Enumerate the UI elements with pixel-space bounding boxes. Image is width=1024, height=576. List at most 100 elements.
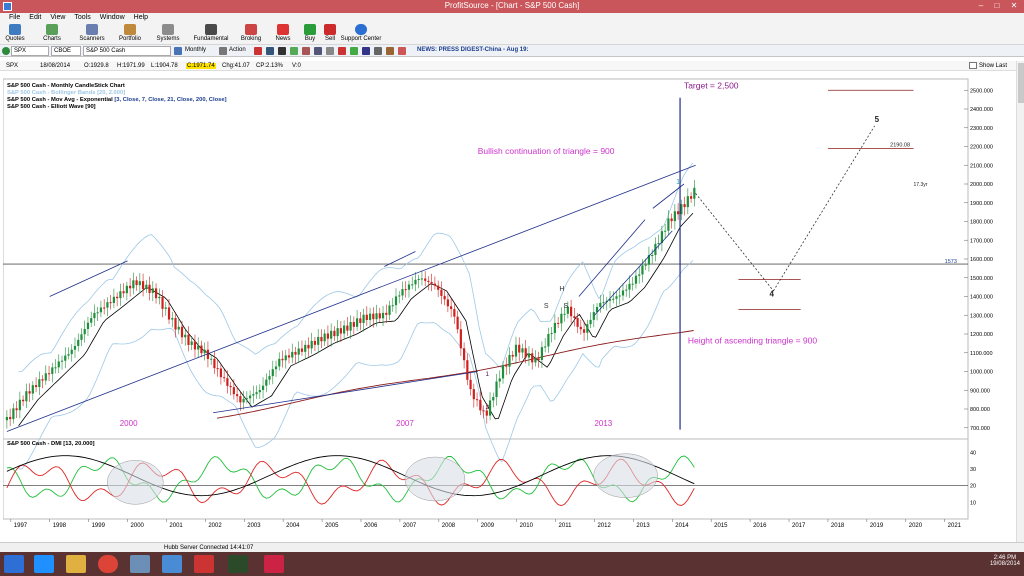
toolbar-fundamental-button[interactable]: Fundamental (191, 24, 231, 45)
toolbar-buy-button[interactable]: Buy (301, 24, 319, 45)
candle-body (86, 322, 90, 330)
chart-tool-8-icon[interactable] (338, 47, 346, 55)
interval-dropdown[interactable]: Monthly (185, 47, 207, 53)
osc-tick-label: 10 (970, 500, 976, 506)
candle-body (391, 305, 394, 307)
security-name-field[interactable]: S&P 500 Cash (83, 46, 171, 56)
candle-body (437, 285, 440, 290)
chart-tool-4-icon[interactable] (290, 47, 298, 55)
price-chart-svg[interactable]: S&P 500 Cash - Monthly CandleStick Chart… (2, 71, 1016, 530)
exchange-input[interactable]: CBOE (51, 46, 81, 56)
candle-body (537, 358, 540, 360)
close-button[interactable]: ✕ (1010, 1, 1018, 10)
start-icon[interactable] (4, 555, 24, 573)
chart-tool-10-icon[interactable] (362, 47, 370, 55)
action-dropdown[interactable]: Action (229, 47, 246, 53)
candle-body (511, 354, 514, 357)
bollinger-lower (18, 260, 694, 470)
toolbar-support-button[interactable]: Support Center (340, 24, 382, 45)
candle-body (271, 369, 274, 377)
candle-body (274, 366, 278, 370)
toolbar-news-button[interactable]: News (272, 24, 294, 45)
chart-tool-5-icon[interactable] (302, 47, 310, 55)
news-ticker[interactable]: NEWS: PRESS DIGEST-China - Aug 19: (417, 47, 529, 53)
candle-body (158, 296, 161, 299)
folder-icon[interactable] (66, 555, 86, 573)
candle-body (145, 284, 148, 290)
candle-body (255, 392, 258, 395)
menu-file[interactable]: File (9, 14, 21, 21)
candle-body (346, 325, 349, 331)
candle-body (592, 312, 595, 320)
chart-tool-13-icon[interactable] (398, 47, 406, 55)
chart-tool-2-icon[interactable] (266, 47, 274, 55)
scrollbar-thumb[interactable] (1018, 63, 1024, 103)
toolbar-systems-button[interactable]: Systems (154, 24, 182, 45)
candle-body (673, 211, 676, 222)
candle-body (171, 318, 174, 320)
action-icon (219, 47, 227, 55)
profitsource-taskbar-icon[interactable] (264, 555, 284, 573)
candle-body (83, 329, 86, 335)
menu-tools[interactable]: Tools (74, 14, 91, 21)
x-tick-label: 2002 (208, 523, 222, 529)
app-6-icon[interactable] (194, 555, 214, 573)
chart-tool-9-icon[interactable] (350, 47, 358, 55)
minimize-button[interactable]: – (978, 1, 984, 10)
toolbar-portfolio-button[interactable]: Portfolio (116, 24, 144, 45)
menu-help[interactable]: Help (133, 14, 149, 21)
candle-body (524, 348, 527, 358)
symbol-globe-icon[interactable] (2, 47, 10, 55)
candle-body (443, 295, 446, 300)
calculator-icon[interactable] (130, 555, 150, 573)
symbol-input[interactable]: SPX (11, 46, 49, 56)
candle-body (9, 416, 12, 420)
scanners-icon (86, 24, 98, 35)
candle-body (683, 204, 686, 208)
toolbar-quotes-button[interactable]: Quotes (3, 24, 27, 45)
chart-tool-1-icon[interactable] (254, 47, 262, 55)
quote-info-strip: SPX 18/08/2014 O:1929.8 H:1971.99 L:1904… (0, 61, 1016, 71)
menu-window[interactable]: Window (99, 14, 125, 21)
x-tick-label: 2018 (831, 523, 845, 529)
candle-body (167, 307, 171, 320)
candle-body (317, 336, 320, 345)
info-change: Chg:41.07 (222, 63, 250, 69)
chart-tool-7-icon[interactable] (326, 47, 334, 55)
menu-view[interactable]: View (50, 14, 66, 21)
candle-body (268, 376, 271, 380)
candle-body (527, 353, 531, 358)
app-5-icon[interactable] (162, 555, 182, 573)
candle-body (261, 385, 265, 390)
candle-body (206, 349, 210, 360)
chrome-icon[interactable] (98, 555, 118, 573)
candle-body (638, 274, 641, 276)
toolbar-sell-button[interactable]: Sell (321, 24, 339, 45)
app-7-icon[interactable] (228, 555, 248, 573)
legend-entry: S&P 500 Cash - Mov Avg - Exponential [3,… (7, 97, 227, 103)
toolbar-charts-button[interactable]: Charts (40, 24, 64, 45)
candle-body (634, 275, 638, 284)
chart-tool-6-icon[interactable] (314, 47, 322, 55)
menu-edit[interactable]: Edit (29, 14, 42, 21)
divergence-ellipse (593, 453, 658, 498)
chart-tool-11-icon[interactable] (374, 47, 382, 55)
candle-body (628, 283, 631, 290)
candle-body (93, 312, 96, 319)
toolbar-scanners-button[interactable]: Scanners (78, 24, 106, 45)
toolbar-broking-button[interactable]: Broking (238, 24, 264, 45)
show-last-checkbox[interactable] (969, 62, 977, 69)
chart-tool-12-icon[interactable] (386, 47, 394, 55)
candle-body (203, 349, 206, 354)
candle-body (64, 355, 67, 361)
ie-icon[interactable] (34, 555, 54, 573)
maximize-button[interactable]: □ (994, 1, 1000, 10)
candle-body (60, 360, 64, 362)
chart-area[interactable]: S&P 500 Cash - Monthly CandleStick Chart… (2, 71, 1016, 530)
candle-body (310, 340, 313, 349)
sell-icon (324, 24, 336, 35)
broking-icon (245, 24, 257, 35)
shoulder-right-label: S (563, 303, 568, 310)
vertical-scrollbar[interactable] (1016, 61, 1024, 542)
chart-tool-3-icon[interactable] (278, 47, 286, 55)
